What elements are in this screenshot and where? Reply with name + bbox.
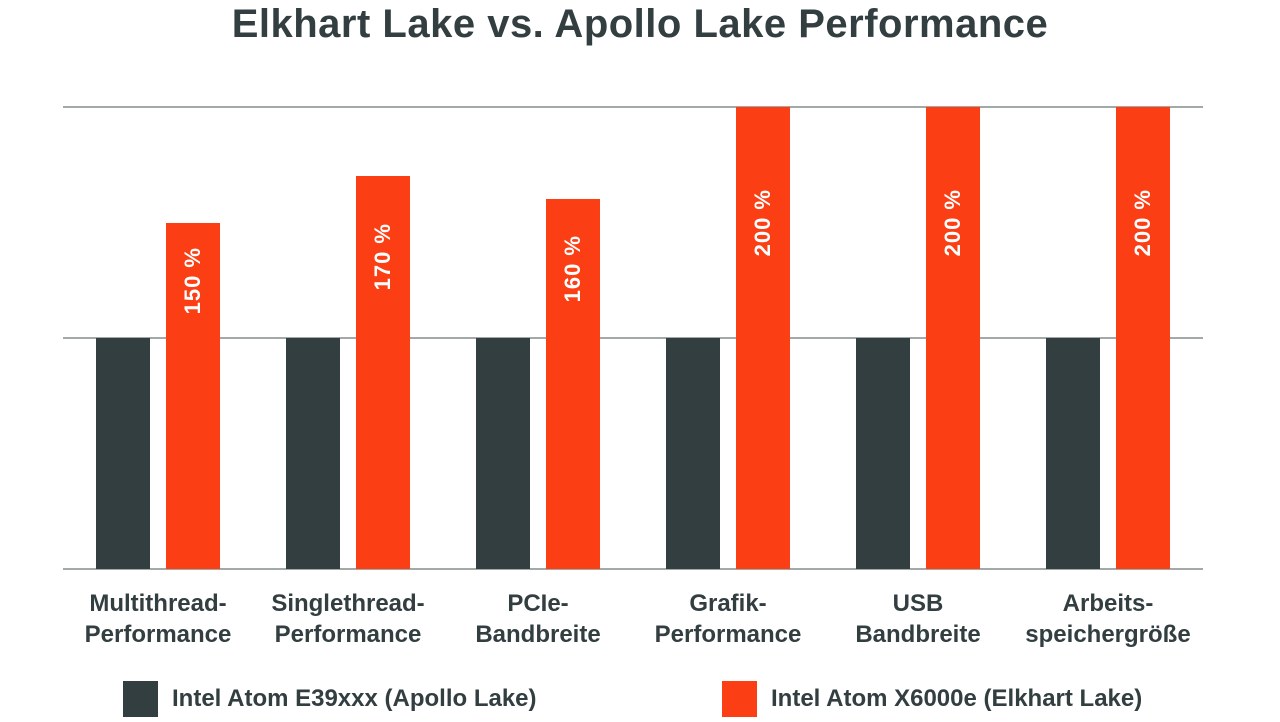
bar-apollo-lake [476, 338, 530, 569]
bar-value-zone: 200 % [926, 107, 980, 338]
bar-value-zone: 160 % [546, 199, 600, 338]
bar-apollo-lake [856, 338, 910, 569]
bar-elkhart-lake: 200 % [1116, 107, 1170, 569]
bar-elkhart-lake: 200 % [736, 107, 790, 569]
legend-swatch-apollo-lake [123, 681, 158, 717]
legend-swatch-elkhart-lake [722, 681, 757, 717]
category-label: Singlethread- Performance [271, 590, 425, 648]
category-label: USB Bandbreite [855, 590, 981, 648]
bar-apollo-lake [666, 338, 720, 569]
gridline-200-percent [63, 106, 1203, 108]
gridline-100-percent [63, 337, 1203, 339]
legend-item-apollo-lake: Intel Atom E39xxx (Apollo Lake) [123, 681, 537, 717]
category-label: Multithread- Performance [84, 590, 232, 648]
bar-group: 170 % [253, 107, 443, 569]
plot-area: 150 % 170 % 160 % 200 % 200 % 200 % [63, 106, 1203, 570]
bar-group: 200 % [633, 107, 823, 569]
bar-group: 200 % [823, 107, 1013, 569]
bar-value-zone: 200 % [1116, 107, 1170, 338]
category-label: Arbeits-speichergröße [1025, 590, 1191, 648]
category-label: PCIe- Bandbreite [475, 590, 601, 648]
bar-value-label: 200 % [940, 188, 965, 257]
bar-apollo-lake [96, 338, 150, 569]
bar-value-label: 200 % [750, 188, 775, 257]
legend-label-elkhart-lake: Intel Atom X6000e (Elkhart Lake) [771, 685, 1143, 712]
bar-elkhart-lake: 170 % [356, 176, 410, 569]
bar-groups: 150 % 170 % 160 % 200 % 200 % 200 % [63, 107, 1203, 569]
bar-elkhart-lake: 150 % [166, 222, 220, 569]
x-axis-baseline [63, 568, 1203, 570]
bar-elkhart-lake: 160 % [546, 199, 600, 569]
bar-apollo-lake [1046, 338, 1100, 569]
bar-elkhart-lake: 200 % [926, 107, 980, 569]
bar-value-zone: 200 % [736, 107, 790, 338]
category-label: Grafik- Performance [654, 590, 802, 648]
legend-item-elkhart-lake: Intel Atom X6000e (Elkhart Lake) [722, 681, 1142, 717]
category-axis-labels: Multithread- Performance Singlethread- Perf… [63, 588, 1203, 650]
legend-label-apollo-lake: Intel Atom E39xxx (Apollo Lake) [172, 685, 537, 712]
chart-title: Elkhart Lake vs. Apollo Lake Performance [231, 2, 1049, 46]
bar-value-zone: 150 % [166, 223, 220, 339]
bar-value-label: 170 % [370, 223, 395, 291]
bar-group: 160 % [443, 107, 633, 569]
bar-value-label: 160 % [560, 235, 585, 303]
bar-apollo-lake [286, 338, 340, 569]
bar-value-label: 150 % [180, 246, 205, 314]
bar-group: 150 % [63, 107, 253, 569]
bar-value-label: 200 % [1130, 188, 1155, 257]
bar-value-zone: 170 % [356, 176, 410, 338]
bar-group: 200 % [1013, 107, 1203, 569]
